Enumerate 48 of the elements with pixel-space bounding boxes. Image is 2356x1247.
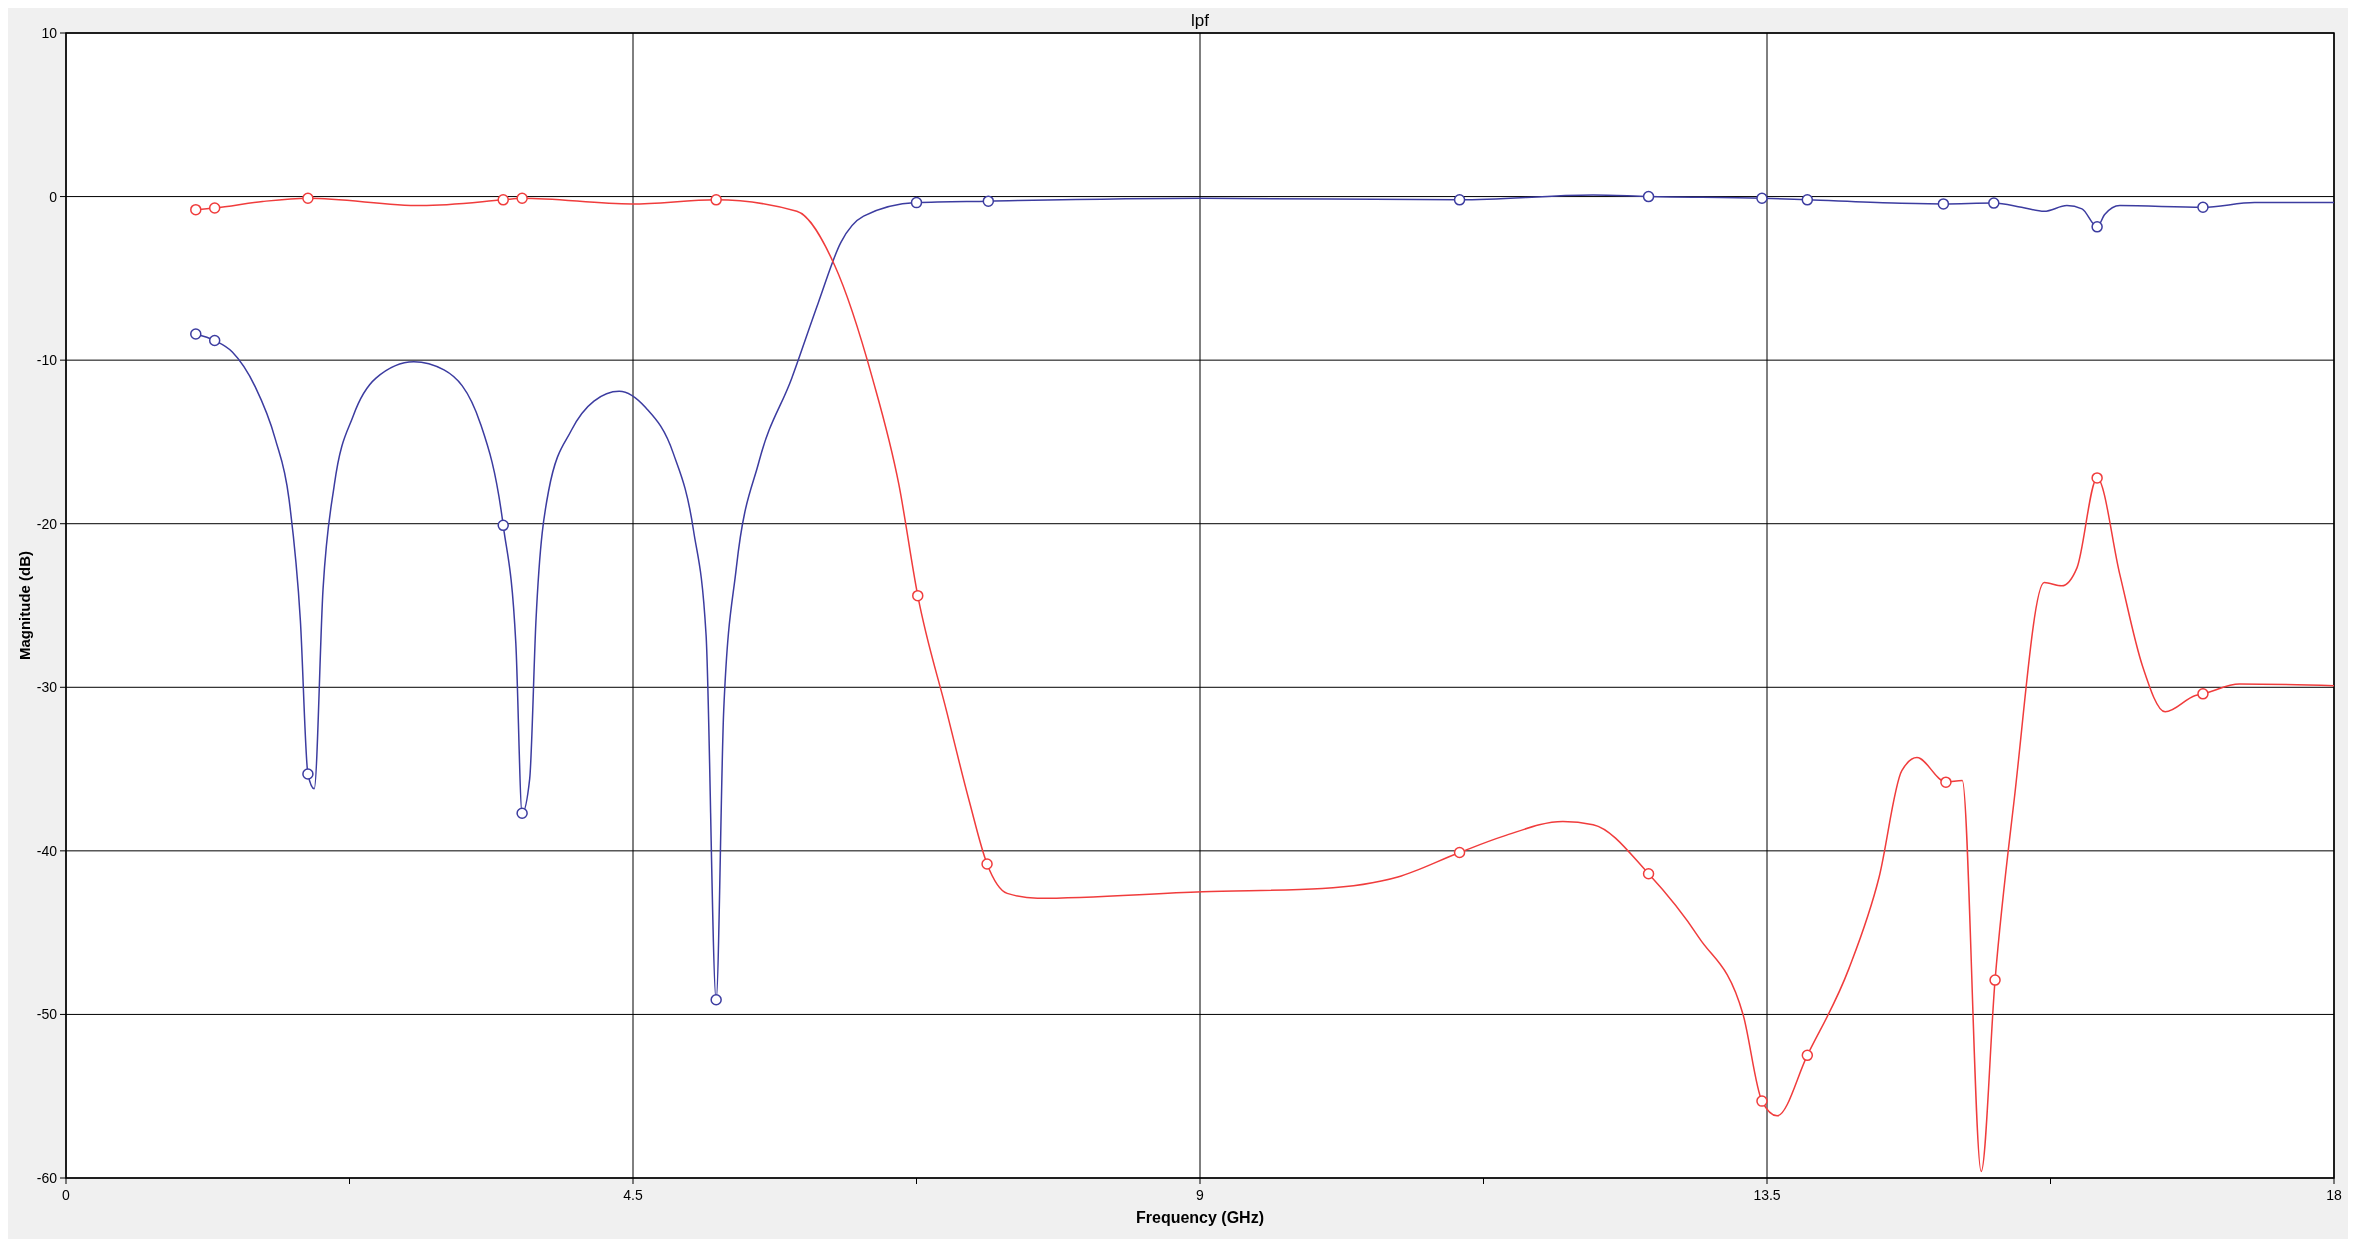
y-tick-label: 0 xyxy=(49,188,58,205)
x-tick-label: 13.5 xyxy=(1753,1187,1781,1203)
x-tick-label: 4.5 xyxy=(623,1187,643,1203)
point xyxy=(190,328,202,340)
point xyxy=(1940,776,1952,788)
point xyxy=(1988,197,2000,209)
point xyxy=(1642,868,1655,880)
x-axis-title: Frequency (GHz) xyxy=(1135,1209,1265,1226)
point xyxy=(981,858,993,870)
point xyxy=(1801,194,1814,206)
point xyxy=(516,807,528,819)
x-tick-label: 0 xyxy=(62,1187,71,1203)
point xyxy=(1756,1095,1768,1107)
point xyxy=(910,196,923,209)
point xyxy=(208,334,221,347)
point xyxy=(2091,221,2103,233)
point xyxy=(2091,472,2103,484)
point xyxy=(1453,846,1466,859)
y-tick-label: -20 xyxy=(36,515,58,532)
point xyxy=(1989,974,2001,986)
point xyxy=(710,194,722,206)
y-axis-title: Magnitude (dB) xyxy=(16,550,33,661)
point xyxy=(516,192,528,204)
chart-title: lpf xyxy=(1191,11,1210,30)
point xyxy=(497,519,509,532)
point xyxy=(912,589,924,602)
y-tick-label: -50 xyxy=(36,1006,58,1023)
point xyxy=(1453,194,1466,206)
point xyxy=(302,192,314,204)
point xyxy=(2197,201,2209,213)
x-tick-label: 18 xyxy=(2326,1187,2342,1203)
point xyxy=(1756,192,1768,204)
point xyxy=(2197,688,2209,700)
point xyxy=(1801,1049,1814,1062)
point xyxy=(190,203,202,216)
point xyxy=(208,202,221,214)
point xyxy=(710,993,722,1006)
y-tick-label: -40 xyxy=(36,842,58,859)
point xyxy=(1937,198,1950,210)
y-tick-label: -10 xyxy=(36,352,58,369)
point xyxy=(982,195,995,207)
y-tick-label: -60 xyxy=(36,1170,58,1186)
point xyxy=(302,768,314,780)
y-tick-label: 10 xyxy=(41,25,58,41)
x-tick-label: 9 xyxy=(1196,1187,1205,1203)
point xyxy=(497,194,509,206)
point xyxy=(1642,190,1655,203)
y-tick-label: -30 xyxy=(36,679,58,696)
